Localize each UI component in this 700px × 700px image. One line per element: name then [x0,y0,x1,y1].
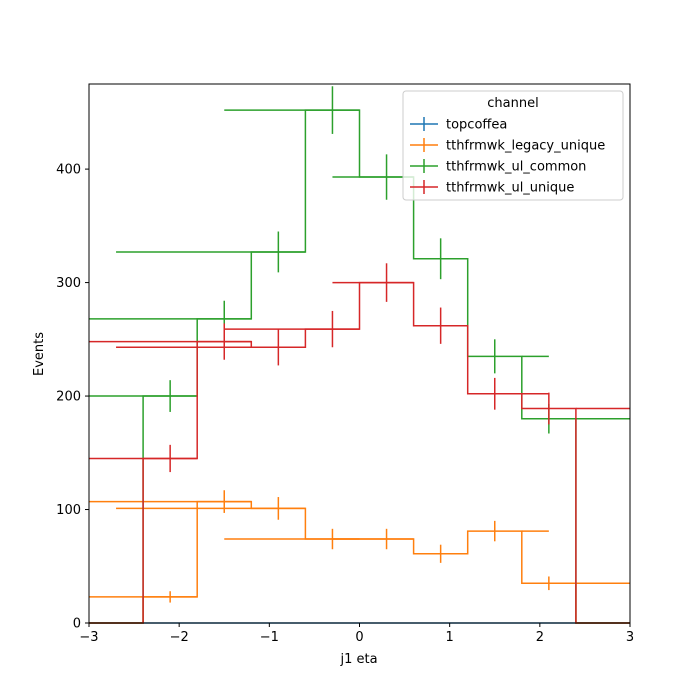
y-tick-label: 400 [56,163,81,178]
legend-entry-tthfrmwk_legacy_unique: tthfrmwk_legacy_unique [410,138,605,154]
x-tick-label: −3 [79,630,98,645]
error-bar-tthfrmwk_ul_unique [439,307,468,344]
error-bar-tthfrmwk_ul_unique [89,444,198,473]
error-bar-tthfrmwk_ul_unique [332,263,414,302]
y-axis-title: Events [32,332,47,376]
y-tick-label: 0 [73,617,81,632]
error-bar-tthfrmwk_ul_unique [494,377,549,410]
x-axis-title: j1 eta [339,652,377,667]
error-bar-tthfrmwk_legacy_unique [89,490,252,513]
axes: −3 −2 −1 0 1 2 3 0 100 200 300 400 [56,83,634,645]
legend-label: topcoffea [446,118,507,133]
legend-box [402,90,624,201]
error-bar-tthfrmwk_legacy_unique [548,576,630,591]
data-layer [89,86,630,624]
error-bar-tthfrmwk_legacy_unique [332,528,414,550]
series-line-tthfrmwk_ul_unique [89,281,630,624]
x-tick-label: −1 [260,630,279,645]
legend-label: tthfrmwk_legacy_unique [446,139,605,154]
legend-entry-tthfrmwk_ul_unique: tthfrmwk_ul_unique [410,180,574,196]
x-tick-label: −2 [170,630,189,645]
error-bar-tthfrmwk_ul_common [332,154,414,200]
y-tick-label: 100 [56,503,81,518]
x-tick-label: 3 [626,630,634,645]
error-bar-tthfrmwk_ul_unique [548,392,630,425]
y-tick-label: 300 [56,276,81,291]
x-tick-label: 2 [536,630,544,645]
error-bar-tthfrmwk_ul_common [224,86,360,134]
x-tick-label: 0 [355,630,363,645]
error-bar-tthfrmwk_ul_common [439,238,468,280]
error-bar-tthfrmwk_legacy_unique [494,520,549,542]
error-bar-tthfrmwk_ul_common [89,380,198,412]
error-bar-tthfrmwk_ul_unique [116,329,306,366]
error-bar-tthfrmwk_ul_unique [224,310,360,348]
legend-label: tthfrmwk_ul_common [446,160,586,175]
y-tick-label: 200 [56,390,81,405]
legend-entry-topcoffea: topcoffea [410,117,507,133]
error-bar-tthfrmwk_ul_common [494,339,549,374]
plot-area [89,86,630,624]
error-bar-tthfrmwk_legacy_unique [439,544,468,563]
legend: channel topcoffea tthfrmwk_legacy_uniquet… [402,90,624,201]
legend-title: channel [487,96,538,111]
x-tick-label: 1 [446,630,454,645]
error-bar-tthfrmwk_legacy_unique [89,591,198,603]
error-bar-tthfrmwk_legacy_unique [116,497,306,520]
legend-label: tthfrmwk_ul_unique [446,181,574,196]
error-bar-tthfrmwk_ul_common [116,231,306,273]
legend-entry-tthfrmwk_ul_common: tthfrmwk_ul_common [410,159,586,175]
